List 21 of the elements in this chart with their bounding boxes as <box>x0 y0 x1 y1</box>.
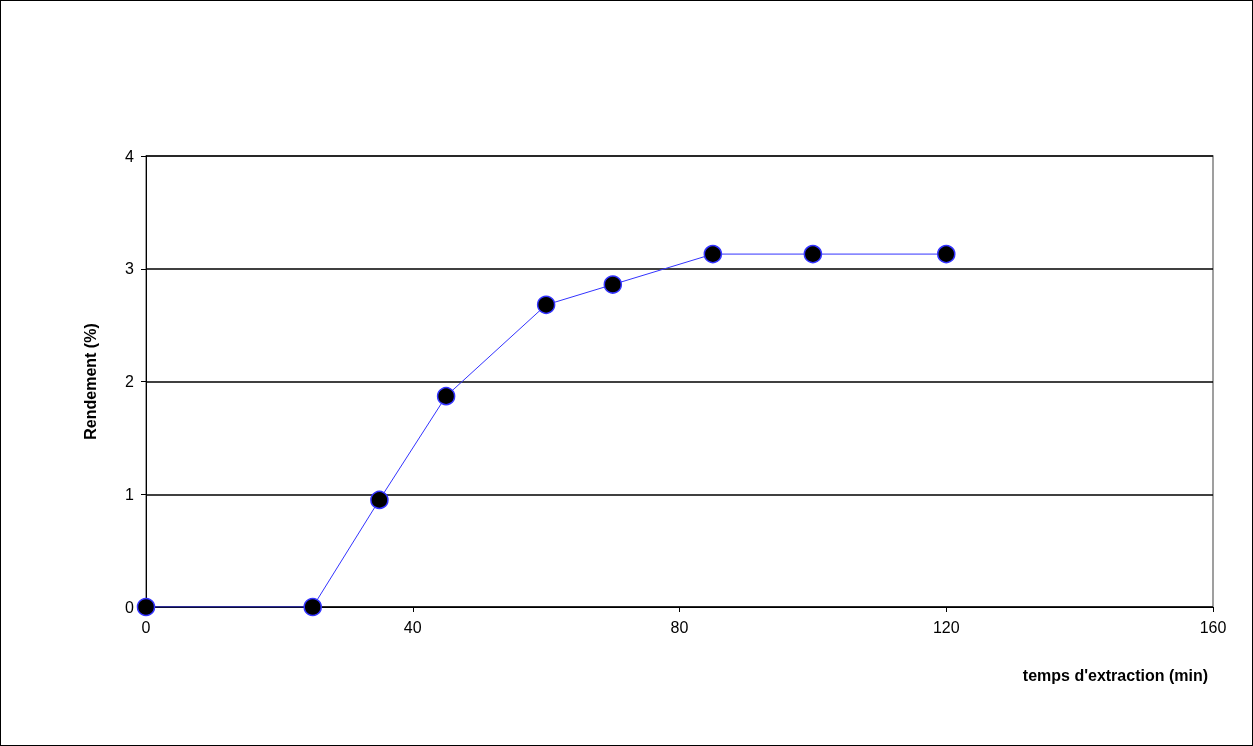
y-tick-label: 0 <box>125 598 135 616</box>
x-tick-label: 40 <box>403 618 422 636</box>
x-tick-label: 0 <box>141 618 151 636</box>
y-axis-title: Rendement (%) <box>81 323 99 440</box>
point <box>603 275 623 294</box>
x-tick-label: 80 <box>670 618 689 636</box>
point <box>536 295 556 315</box>
x-axis-title: temps d'extraction (min) <box>1022 666 1208 684</box>
y-tick-label: 2 <box>125 373 135 390</box>
point <box>370 490 389 510</box>
y-tick-label: 1 <box>125 485 135 503</box>
y-tick-label: 3 <box>125 260 135 278</box>
x-tick-label: 160 <box>1199 618 1227 636</box>
point <box>937 244 956 264</box>
y-tick-label: 4 <box>125 147 135 165</box>
point <box>436 386 456 406</box>
point <box>703 244 723 264</box>
point <box>303 597 322 617</box>
x-tick-label: 120 <box>932 618 960 636</box>
point <box>136 597 156 617</box>
point <box>803 244 823 264</box>
